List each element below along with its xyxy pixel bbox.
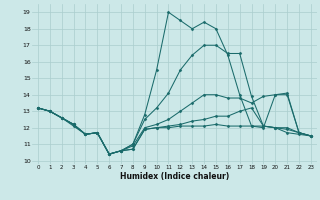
X-axis label: Humidex (Indice chaleur): Humidex (Indice chaleur) xyxy=(120,172,229,181)
